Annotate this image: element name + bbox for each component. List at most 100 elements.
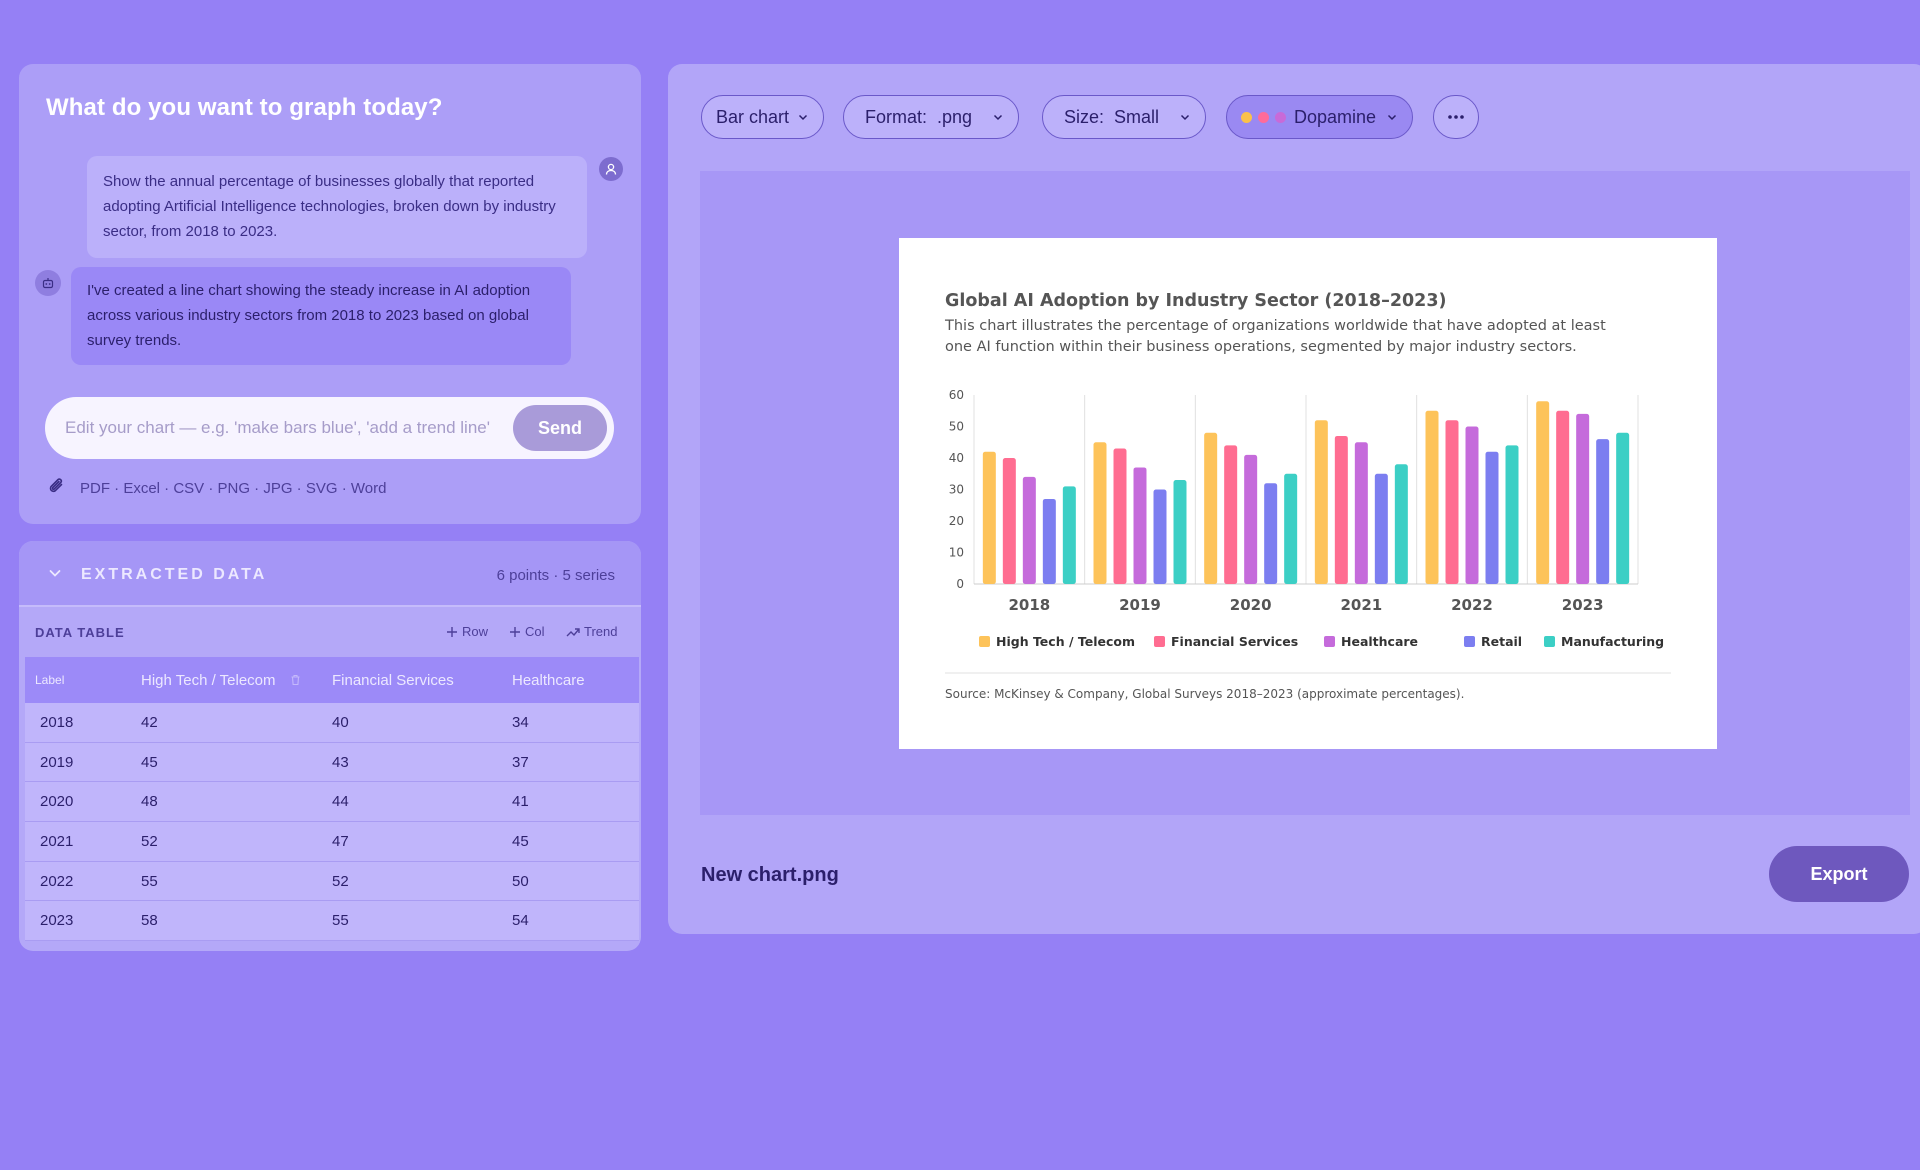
row-label-cell[interactable]: 2021 <box>40 832 74 850</box>
row-label-cell[interactable]: 2023 <box>40 912 74 930</box>
bar[interactable] <box>1042 498 1056 584</box>
bar[interactable] <box>1465 426 1479 585</box>
table-cell[interactable]: 52 <box>332 872 349 890</box>
bar[interactable] <box>1244 454 1258 584</box>
table-cell[interactable]: 45 <box>141 753 158 771</box>
row-label-cell[interactable]: 2018 <box>40 713 74 731</box>
bar[interactable] <box>1616 432 1630 584</box>
data-table: Label High Tech / Telecom Financial Serv… <box>25 657 639 942</box>
bar[interactable] <box>1425 410 1439 584</box>
add-row-label: Row <box>462 624 489 639</box>
table-row: 2021 52 47 45 <box>25 822 639 862</box>
chat-input[interactable] <box>65 397 495 459</box>
chart-source: Source: McKinsey & Company, Global Surve… <box>945 687 1464 701</box>
attachment-formats: PDF · Excel · CSV · PNG · JPG · SVG · Wo… <box>46 475 386 501</box>
table-cell[interactable]: 40 <box>332 713 349 731</box>
legend-item[interactable]: Manufacturing <box>1544 634 1664 649</box>
bar[interactable] <box>1374 473 1388 584</box>
table-cell[interactable]: 50 <box>512 872 529 890</box>
x-tick-label: 2020 <box>1230 596 1272 614</box>
row-label-cell[interactable]: 2019 <box>40 753 74 771</box>
format-dropdown[interactable]: Format: .png <box>843 95 1020 139</box>
extracted-data-header[interactable]: EXTRACTED DATA 6 points · 5 series <box>19 541 641 607</box>
add-row-button[interactable]: Row <box>446 624 488 639</box>
x-tick-label: 2021 <box>1340 596 1382 614</box>
bar[interactable] <box>1062 486 1076 584</box>
bar[interactable] <box>1022 476 1036 584</box>
table-cell[interactable]: 48 <box>141 793 158 811</box>
chart-subtitle-line: This chart illustrates the percentage of… <box>944 318 1606 334</box>
bar[interactable] <box>1536 401 1550 584</box>
add-col-button[interactable]: Col <box>509 624 545 639</box>
extracted-data-title: EXTRACTED DATA <box>81 566 268 583</box>
trash-icon[interactable] <box>290 674 301 686</box>
send-button[interactable]: Send <box>513 405 607 451</box>
x-tick-label: 2019 <box>1119 596 1161 614</box>
column-header[interactable]: Financial Services <box>332 671 454 689</box>
y-tick-label: 40 <box>949 451 964 465</box>
table-cell[interactable]: 43 <box>332 753 349 771</box>
legend-item[interactable]: High Tech / Telecom <box>979 634 1135 649</box>
bar[interactable] <box>1334 435 1348 584</box>
bar[interactable] <box>1505 445 1519 584</box>
extracted-data-panel: EXTRACTED DATA 6 points · 5 series DATA … <box>19 541 641 951</box>
table-cell[interactable]: 37 <box>512 753 529 771</box>
table-cell[interactable]: 47 <box>332 832 349 850</box>
table-cell[interactable]: 55 <box>332 912 349 930</box>
legend-item[interactable]: Healthcare <box>1324 634 1418 649</box>
table-cell[interactable]: 34 <box>512 713 529 731</box>
bar[interactable] <box>1264 483 1278 584</box>
table-cell[interactable]: 52 <box>141 832 158 850</box>
bar[interactable] <box>1204 432 1218 584</box>
bar[interactable] <box>1133 467 1147 584</box>
table-row: 2023 58 55 54 <box>25 901 639 942</box>
table-cell[interactable]: 41 <box>512 793 529 811</box>
table-cell[interactable]: 42 <box>141 713 158 731</box>
add-trend-button[interactable]: Trend <box>566 624 617 639</box>
table-cell[interactable]: 55 <box>141 872 158 890</box>
user-message: Show the annual percentage of businesses… <box>87 156 587 258</box>
bar[interactable] <box>1354 442 1368 584</box>
theme-dropdown[interactable]: Dopamine <box>1226 95 1414 139</box>
legend-item[interactable]: Financial Services <box>1154 634 1298 649</box>
bar[interactable] <box>1093 442 1107 584</box>
bar[interactable] <box>1002 458 1016 584</box>
bar[interactable] <box>1445 420 1459 584</box>
table-cell[interactable]: 44 <box>332 793 349 811</box>
table-cell[interactable]: 45 <box>512 832 529 850</box>
bar[interactable] <box>1173 480 1187 584</box>
row-label-cell[interactable]: 2020 <box>40 793 74 811</box>
column-header[interactable]: Healthcare <box>512 671 585 689</box>
export-button[interactable]: Export <box>1769 846 1909 902</box>
table-cell[interactable]: 58 <box>141 912 158 930</box>
chart-type-dropdown[interactable]: Bar chart <box>701 95 825 139</box>
bar[interactable] <box>1485 451 1499 584</box>
column-header[interactable]: High Tech / Telecom <box>141 671 276 689</box>
trend-icon <box>566 627 580 636</box>
size-dropdown[interactable]: Size: Small <box>1042 95 1207 139</box>
bar[interactable] <box>1596 439 1610 584</box>
chevron-down-icon[interactable] <box>47 565 63 586</box>
bar[interactable] <box>1284 473 1298 584</box>
more-options-button[interactable] <box>1433 95 1479 139</box>
bar[interactable] <box>1394 464 1408 584</box>
bar[interactable] <box>1576 413 1590 584</box>
row-label-cell[interactable]: 2022 <box>40 872 74 890</box>
table-cell[interactable]: 54 <box>512 912 529 930</box>
paperclip-icon[interactable] <box>46 475 68 501</box>
bar[interactable] <box>982 451 996 584</box>
bar[interactable] <box>1556 410 1570 584</box>
bar[interactable] <box>1314 420 1328 584</box>
column-header[interactable]: Label <box>35 673 65 687</box>
bar[interactable] <box>1224 445 1238 584</box>
column-header-group: High Tech / Telecom <box>141 672 332 689</box>
chart-canvas-area: Global AI Adoption by Industry Sector (2… <box>700 171 1910 815</box>
size-label: Size: <box>1064 106 1105 127</box>
legend-swatch <box>1154 636 1165 647</box>
bar[interactable] <box>1113 448 1127 584</box>
formats-label: PDF · Excel · CSV · PNG · JPG · SVG · Wo… <box>80 479 387 497</box>
chart-preview[interactable]: Global AI Adoption by Industry Sector (2… <box>899 238 1717 749</box>
legend-item[interactable]: Retail <box>1464 634 1522 649</box>
bar[interactable] <box>1153 489 1167 585</box>
chart-workspace: Bar chart Format: .png Size: Small Dopam… <box>668 64 1920 934</box>
